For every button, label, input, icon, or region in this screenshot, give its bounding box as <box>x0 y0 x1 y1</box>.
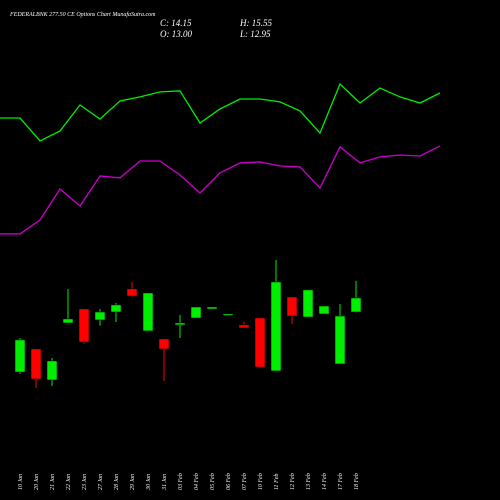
x-tick-label: 14 Feb <box>321 473 328 490</box>
x-tick-label: 20 Jan <box>34 474 40 490</box>
candle-body <box>190 306 202 319</box>
candle-body <box>46 360 58 381</box>
low-label: L: 12.95 <box>239 29 271 39</box>
candle-body <box>318 305 330 315</box>
candle-body <box>222 313 234 316</box>
x-tick-label: 21 Jan <box>50 474 56 490</box>
candle-body <box>334 315 346 365</box>
line-series <box>0 145 441 235</box>
x-tick-label: 10 Jan <box>18 474 24 490</box>
candle-body <box>14 339 26 373</box>
x-tick-label: 13 Feb <box>306 473 312 490</box>
x-tick-label: 30 Jan <box>146 474 152 491</box>
candle-body <box>302 289 314 318</box>
x-tick-label: 12 Feb <box>290 473 296 490</box>
candle-body <box>158 338 170 350</box>
x-tick-label: 22 Jan <box>66 474 72 490</box>
candle-body <box>62 318 74 324</box>
candle-body <box>174 322 186 326</box>
candle-body <box>78 308 90 343</box>
candle-body <box>350 297 362 313</box>
x-tick-label: 05 Feb <box>210 473 216 490</box>
x-tick-label: 11 Feb <box>274 474 280 490</box>
candle-body <box>94 311 106 321</box>
open-label: O: 13.00 <box>160 29 192 39</box>
candle-body <box>254 317 266 368</box>
x-tick-label: 28 Jan <box>114 474 120 490</box>
x-tick-label: 06 Feb <box>226 473 232 490</box>
x-tick-label: 17 Feb <box>338 473 344 490</box>
line-series <box>0 82 441 142</box>
x-tick-label: 04 Feb <box>193 473 200 490</box>
candle-body <box>110 304 122 313</box>
x-tick-label: 18 Feb <box>354 473 360 490</box>
chart-title: FEDERALBNK 277.50 CE Options Chart Munaf… <box>9 11 156 18</box>
x-tick-label: 31 Jan <box>162 474 168 491</box>
x-tick-label: 10 Feb <box>258 473 264 490</box>
candle-body <box>206 306 218 310</box>
high-label: H: 15.55 <box>239 18 272 28</box>
x-tick-label: 29 Jan <box>130 474 136 490</box>
candle-body <box>270 281 282 372</box>
candle-body <box>126 288 138 297</box>
candle-body <box>142 292 154 332</box>
x-tick-label: 07 Feb <box>242 473 248 490</box>
x-tick-label: 23 Jan <box>82 474 88 490</box>
candle-body <box>30 348 42 380</box>
x-tick-label: 27 Jan <box>98 474 104 490</box>
candle-body <box>238 324 250 329</box>
candle-body <box>286 296 298 317</box>
x-tick-label: 03 Feb <box>178 473 184 490</box>
close-label: C: 14.15 <box>160 18 192 28</box>
